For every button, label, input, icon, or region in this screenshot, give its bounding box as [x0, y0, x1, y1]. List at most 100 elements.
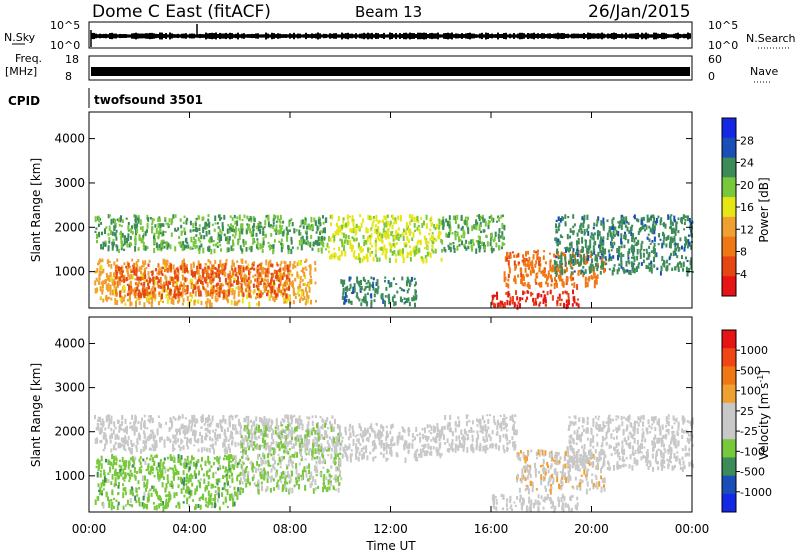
power-panel-frame: [88, 111, 693, 309]
range-gate-cell: [123, 467, 126, 470]
range-gate-cell: [317, 236, 320, 242]
range-gate-cell: [225, 436, 228, 440]
range-gate-cell: [151, 228, 153, 234]
range-gate-cell: [653, 242, 656, 247]
range-gate-cell: [117, 430, 120, 433]
range-gate-cell: [238, 266, 241, 270]
range-gate-cell: [302, 283, 305, 287]
range-gate-cell: [308, 439, 311, 444]
range-gate-cell: [288, 264, 291, 269]
range-gate-cell: [567, 216, 570, 219]
nsky-sample: [583, 33, 585, 39]
range-gate-cell: [680, 262, 683, 268]
nsky-sample: [145, 33, 147, 39]
range-gate-cell: [371, 222, 374, 228]
range-gate-cell: [241, 453, 244, 459]
range-gate-cell: [501, 241, 504, 246]
nsky-sample: [167, 34, 169, 38]
range-gate-cell: [129, 474, 132, 480]
range-gate-cell: [190, 270, 193, 276]
range-gate-cell: [224, 293, 227, 299]
range-gate-cell: [670, 252, 672, 256]
range-gate-cell: [412, 295, 415, 302]
range-gate-cell: [98, 273, 101, 280]
range-gate-cell: [273, 466, 276, 471]
range-gate-cell: [221, 492, 224, 497]
range-gate-cell: [241, 230, 244, 235]
range-gate-cell: [320, 443, 323, 449]
range-gate-cell: [300, 269, 303, 272]
range-gate-cell: [267, 453, 270, 459]
range-gate-cell: [423, 247, 426, 250]
range-gate-cell: [374, 289, 377, 293]
range-gate-cell: [581, 216, 584, 221]
range-gate-cell: [281, 418, 284, 422]
range-gate-cell: [138, 469, 141, 474]
range-gate-cell: [305, 242, 307, 245]
range-gate-cell: [128, 479, 131, 483]
range-gate-cell: [293, 430, 296, 434]
range-gate-cell: [129, 469, 132, 473]
range-gate-cell: [278, 218, 281, 223]
range-gate-cell: [164, 263, 167, 266]
range-gate-cell: [262, 472, 265, 476]
range-gate-cell: [319, 222, 322, 227]
range-gate-cell: [521, 281, 524, 286]
nsky-sample: [679, 33, 681, 39]
range-gate-cell: [286, 450, 288, 454]
range-gate-cell: [255, 284, 258, 288]
range-gate-cell: [192, 417, 194, 423]
nsky-sample: [213, 33, 215, 39]
nsky-sample: [157, 34, 159, 38]
range-gate-cell: [644, 224, 647, 227]
range-gate-cell: [200, 243, 203, 248]
range-gate-cell: [338, 474, 341, 477]
range-gate-cell: [271, 433, 273, 438]
range-gate-cell: [412, 247, 415, 253]
range-gate-cell: [295, 417, 297, 424]
power-x-ticks: [88, 112, 693, 308]
range-gate-cell: [142, 495, 145, 501]
range-gate-cell: [314, 479, 317, 486]
range-gate-cell: [352, 220, 355, 227]
range-gate-cell: [175, 275, 178, 279]
range-gate-cell: [124, 472, 127, 477]
range-gate-cell: [519, 303, 521, 309]
range-gate-cell: [686, 245, 689, 249]
range-gate-cell: [108, 422, 111, 426]
range-gate-cell: [668, 256, 671, 261]
nsky-sample: [391, 33, 393, 39]
nsky-sample: [549, 33, 551, 39]
range-gate-cell: [160, 502, 163, 506]
range-gate-cell: [416, 249, 419, 254]
range-gate-cell: [283, 471, 286, 477]
nsky-sample: [595, 33, 597, 39]
range-gate-cell: [240, 223, 243, 229]
range-gate-cell: [100, 428, 103, 434]
range-gate-cell: [111, 280, 114, 286]
range-gate-cell: [257, 264, 259, 268]
range-gate-cell: [241, 227, 244, 231]
range-gate-cell: [483, 242, 485, 247]
range-gate-cell: [626, 221, 628, 224]
range-gate-cell: [335, 438, 338, 442]
range-gate-cell: [597, 251, 600, 257]
range-gate-cell: [220, 248, 222, 252]
range-gate-cell: [584, 269, 587, 274]
range-gate-cell: [174, 293, 177, 300]
range-gate-cell: [349, 228, 352, 233]
range-gate-cell: [385, 234, 388, 240]
range-gate-cell: [505, 292, 508, 295]
range-gate-cell: [322, 227, 325, 233]
range-gate-cell: [306, 465, 308, 469]
range-gate-cell: [262, 266, 264, 271]
nsky-sample: [661, 32, 663, 40]
range-gate-cell: [131, 414, 134, 420]
range-gate-cell: [98, 462, 101, 466]
range-gate-cell: [520, 267, 523, 272]
range-gate-cell: [244, 260, 247, 264]
range-gate-cell: [113, 283, 116, 290]
range-gate-cell: [401, 298, 403, 303]
range-gate-cell: [225, 258, 228, 262]
range-gate-cell: [494, 294, 496, 297]
